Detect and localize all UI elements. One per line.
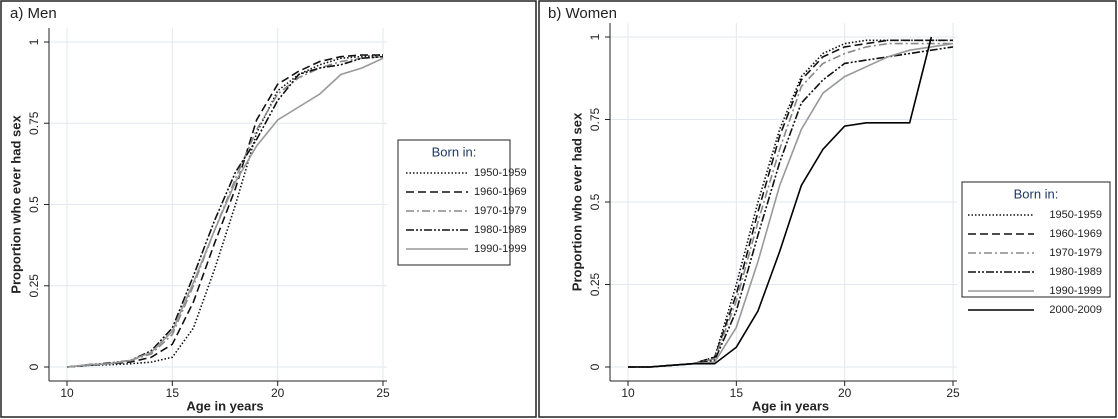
x-tick-label: 10: [60, 386, 74, 400]
legend-label: 1990-1999: [1049, 285, 1102, 297]
y-axis-title: Proportion who ever had sex: [8, 115, 23, 294]
chart-title: b) Women: [548, 5, 617, 22]
legend-label: 1980-1989: [1049, 266, 1102, 278]
line-series: [628, 36, 933, 368]
legend-label: 1990-1999: [474, 243, 527, 255]
line-series: [66, 55, 384, 368]
x-axis-title: Age in years: [186, 398, 263, 413]
x-tick-label: 15: [166, 386, 180, 400]
y-tick-label: 0.25: [588, 272, 602, 296]
legend-label: 1950-1959: [1049, 209, 1102, 221]
y-tick-label: 0: [588, 363, 602, 370]
x-tick-label: 10: [621, 386, 635, 400]
legend-box: [961, 181, 1111, 298]
panel-border: [538, 0, 1117, 418]
y-tick-label: 0.5: [27, 196, 41, 213]
y-tick-label: 0.75: [588, 107, 602, 131]
legend-label: 2000-2009: [1049, 304, 1102, 316]
legend-title: Born in:: [432, 144, 477, 159]
x-tick-label: 15: [730, 386, 744, 400]
x-tick-label: 25: [376, 386, 390, 400]
y-tick-label: 1: [588, 33, 602, 40]
line-series: [66, 54, 383, 368]
legend-label: 1960-1969: [1049, 228, 1102, 240]
y-tick-label: 0.25: [27, 274, 41, 298]
legend-label: 1950-1959: [474, 167, 527, 179]
legend-label: 1970-1979: [1049, 247, 1102, 259]
legend-box: [397, 139, 511, 266]
y-tick-label: 0: [27, 363, 41, 370]
x-tick-label: 20: [838, 386, 852, 400]
y-tick-label: 0.75: [27, 111, 41, 135]
legend-label: 1980-1989: [474, 224, 527, 236]
y-tick-label: 1: [27, 38, 41, 45]
x-tick-label: 25: [946, 386, 960, 400]
y-tick-label: 0.5: [588, 193, 602, 210]
chart-title: a) Men: [10, 5, 57, 22]
x-tick-label: 20: [271, 386, 285, 400]
line-series: [66, 57, 384, 368]
legend-title: Born in:: [1014, 186, 1059, 201]
y-axis-title: Proportion who ever had sex: [569, 112, 584, 291]
x-axis-title: Age in years: [752, 398, 829, 413]
legend-label: 1960-1969: [474, 186, 527, 198]
legend-label: 1970-1979: [474, 205, 527, 217]
line-series: [66, 54, 384, 368]
panel-border: [0, 0, 537, 418]
